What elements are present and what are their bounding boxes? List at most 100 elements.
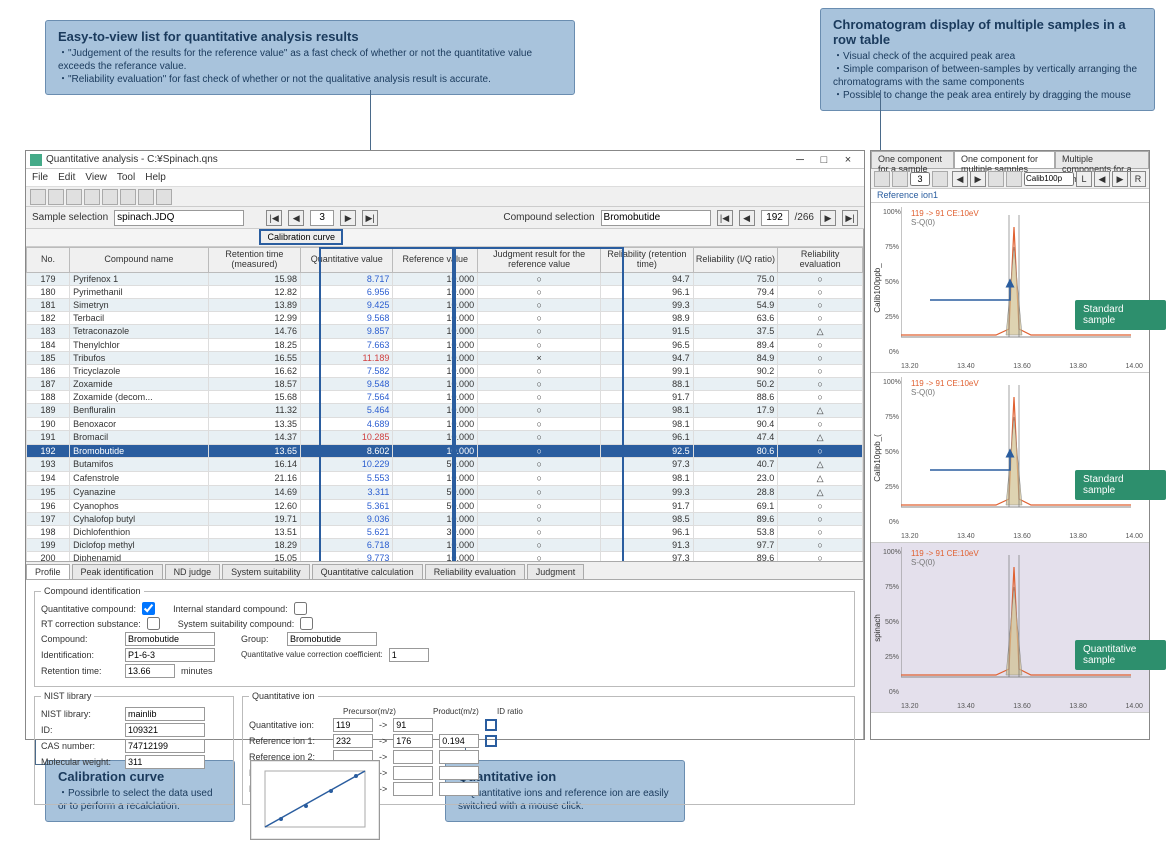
table-row[interactable]: 189Benfluralin11.325.46410.000○98.117.9△ [27, 403, 863, 417]
in-idno[interactable] [125, 723, 205, 737]
table-row[interactable]: 193Butamifos16.1410.22950.000○97.340.7△ [27, 457, 863, 471]
in-r2r[interactable] [393, 750, 433, 764]
table-row[interactable]: 188Zoxamide (decom...15.687.56410.000○91… [27, 390, 863, 403]
col-header[interactable]: Quantitative value [301, 248, 393, 273]
table-row[interactable]: 187Zoxamide18.579.54810.000○88.150.2○ [27, 377, 863, 390]
toolbar-btn[interactable] [30, 189, 46, 205]
table-row[interactable]: 183Tetraconazole14.769.85710.000○91.537.… [27, 324, 863, 338]
nav-first[interactable]: |◀ [266, 210, 282, 226]
profile-tab[interactable]: Judgment [527, 564, 585, 579]
cnav-prev[interactable]: ◀ [739, 210, 755, 226]
profile-tab[interactable]: System suitability [222, 564, 310, 579]
nav-next[interactable]: ▶ [340, 210, 356, 226]
in-r1p[interactable] [333, 734, 373, 748]
ctool-calib[interactable] [1024, 172, 1074, 186]
table-row[interactable]: 185Tribufos16.5511.18910.000×94.784.9○ [27, 351, 863, 364]
calibration-curve-button[interactable]: Calibration curve [259, 229, 343, 245]
toolbar-btn[interactable] [66, 189, 82, 205]
nav-index[interactable] [310, 210, 334, 226]
nav-prev[interactable]: ◀ [288, 210, 304, 226]
toolbar-btn[interactable] [120, 189, 136, 205]
col-header[interactable]: Reference value [393, 248, 478, 273]
profile-tab[interactable]: Reliability evaluation [425, 564, 525, 579]
table-row[interactable]: 198Dichlofenthion13.515.62130.000○96.153… [27, 525, 863, 538]
ctool-btn[interactable] [1006, 171, 1022, 187]
in-id[interactable] [125, 648, 215, 662]
toolbar-btn[interactable] [48, 189, 64, 205]
in-mw[interactable] [125, 755, 205, 769]
cnav-last[interactable]: ▶| [842, 210, 858, 226]
cnav-index[interactable] [761, 210, 789, 226]
r1-radio[interactable] [485, 735, 497, 747]
table-row[interactable]: 197Cyhalofop butyl19.719.03610.000○98.58… [27, 512, 863, 525]
ctool-nav-l[interactable]: L [1076, 171, 1092, 187]
col-header[interactable]: No. [27, 248, 70, 273]
sample-select[interactable] [114, 210, 244, 226]
cnav-next[interactable]: ▶ [820, 210, 836, 226]
cb-ssc[interactable] [300, 617, 313, 630]
table-row[interactable]: 191Bromacil14.3710.28510.000○96.147.4△ [27, 430, 863, 444]
menu-help[interactable]: Help [145, 172, 166, 183]
table-row[interactable]: 190Benoxacor13.354.68910.000○98.190.4○ [27, 417, 863, 430]
ctool-nav[interactable]: ▶ [970, 171, 986, 187]
in-rt[interactable] [125, 664, 175, 678]
table-row[interactable]: 196Cyanophos12.605.36150.000○91.769.1○ [27, 499, 863, 512]
cb-isc[interactable] [294, 602, 307, 615]
chromo-tab[interactable]: Multiple components for a sample [1055, 151, 1149, 168]
in-r1i[interactable] [439, 734, 479, 748]
table-row[interactable]: 192Bromobutide13.658.60210.000○92.580.6○ [27, 444, 863, 457]
table-row[interactable]: 179Pyrifenox 115.988.71710.000○94.775.0○ [27, 272, 863, 285]
minimize-button[interactable]: ─ [788, 154, 812, 166]
profile-tab[interactable]: Profile [26, 564, 70, 579]
table-row[interactable]: 195Cyanazine14.693.31150.000○99.328.8△ [27, 485, 863, 499]
ctool-btn[interactable] [932, 171, 948, 187]
table-row[interactable]: 180Pyrimethanil12.826.95610.000○96.179.4… [27, 285, 863, 298]
chromo-tab[interactable]: One component for a sample [871, 151, 954, 168]
col-header[interactable]: Reliability evaluation [778, 248, 863, 273]
table-row[interactable]: 200Diphenamid15.059.77310.000○97.389.6○ [27, 551, 863, 561]
toolbar-btn[interactable] [156, 189, 172, 205]
ctool-btn[interactable] [988, 171, 1004, 187]
chromo-tab[interactable]: One component for multiple samples [954, 151, 1055, 168]
in-r1r[interactable] [393, 734, 433, 748]
in-compound[interactable] [125, 632, 215, 646]
cb-qc[interactable] [142, 602, 155, 615]
table-row[interactable]: 181Simetryn13.899.42510.000○99.354.9○ [27, 298, 863, 311]
chromo-panel[interactable]: Calib100ppb_119 -> 91 CE:10eVS-Q(0)100%7… [871, 203, 1149, 373]
in-r2i[interactable] [439, 750, 479, 764]
in-cas[interactable] [125, 739, 205, 753]
in-r4i[interactable] [439, 782, 479, 796]
ctool-nav-p[interactable]: ◀ [1094, 171, 1110, 187]
table-row[interactable]: 184Thenylchlor18.257.66310.000○96.589.4○ [27, 338, 863, 351]
qion-radio[interactable] [485, 719, 497, 731]
table-row[interactable]: 182Terbacil12.999.56810.000○98.963.6○ [27, 311, 863, 324]
ctool-btn[interactable] [892, 171, 908, 187]
menu-edit[interactable]: Edit [58, 172, 75, 183]
in-group[interactable] [287, 632, 377, 646]
profile-tab[interactable]: ND judge [165, 564, 221, 579]
maximize-button[interactable]: □ [812, 154, 836, 166]
ctool-btn[interactable] [874, 171, 890, 187]
in-r3r[interactable] [393, 766, 433, 780]
menu-file[interactable]: File [32, 172, 48, 183]
col-header[interactable]: Retention time (measured) [208, 248, 300, 273]
toolbar-btn[interactable] [84, 189, 100, 205]
col-header[interactable]: Compound name [70, 248, 209, 273]
ctool-count[interactable] [910, 172, 930, 186]
profile-tab[interactable]: Peak identification [72, 564, 163, 579]
in-nistlib[interactable] [125, 707, 205, 721]
close-button[interactable]: × [836, 154, 860, 166]
table-row[interactable]: 186Tricyclazole16.627.58210.000○99.190.2… [27, 364, 863, 377]
table-row[interactable]: 194Cafenstrole21.165.55310.000○98.123.0△ [27, 471, 863, 485]
table-row[interactable]: 199Diclofop methyl18.296.71810.000○91.39… [27, 538, 863, 551]
compound-select[interactable] [601, 210, 711, 226]
cnav-first[interactable]: |◀ [717, 210, 733, 226]
in-r4r[interactable] [393, 782, 433, 796]
in-qvcc[interactable] [389, 648, 429, 662]
ctool-nav-n[interactable]: ▶ [1112, 171, 1128, 187]
cb-rtcs[interactable] [147, 617, 160, 630]
ctool-nav-r[interactable]: R [1130, 171, 1146, 187]
menu-tool[interactable]: Tool [117, 172, 135, 183]
in-qp[interactable] [333, 718, 373, 732]
chromo-panel[interactable]: Calib10ppb_(119 -> 91 CE:10eVS-Q(0)100%7… [871, 373, 1149, 543]
